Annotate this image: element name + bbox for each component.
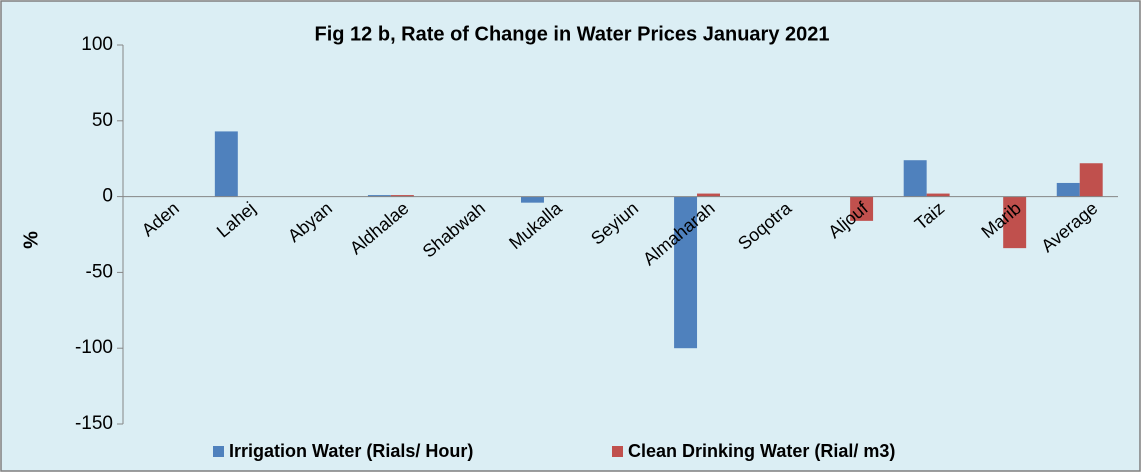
bar — [674, 196, 698, 349]
chart-title: Fig 12 b, Rate of Change in Water Prices… — [315, 23, 830, 45]
bar — [1079, 163, 1103, 197]
y-tick-label: -150 — [75, 413, 113, 434]
bar — [367, 195, 391, 197]
y-axis-label: % — [20, 231, 42, 249]
bar — [1003, 196, 1027, 249]
bar — [903, 160, 927, 197]
bar — [926, 193, 950, 197]
bar — [850, 196, 874, 221]
bar — [697, 193, 720, 197]
legend-label: Clean Drinking Water (Rial/ m3) — [628, 441, 895, 461]
y-tick-label: -100 — [75, 337, 113, 358]
legend-label: Irrigation Water (Rials/ Hour) — [229, 441, 473, 461]
bar — [1056, 182, 1080, 197]
bar — [390, 195, 414, 197]
bar — [214, 131, 238, 197]
legend-swatch — [612, 446, 623, 457]
y-tick-label: 100 — [81, 34, 113, 55]
y-tick-label: 0 — [102, 186, 113, 207]
bar — [521, 196, 544, 203]
y-tick-label: 50 — [92, 110, 113, 131]
y-tick-label: -50 — [86, 261, 113, 282]
legend-swatch — [213, 446, 224, 457]
